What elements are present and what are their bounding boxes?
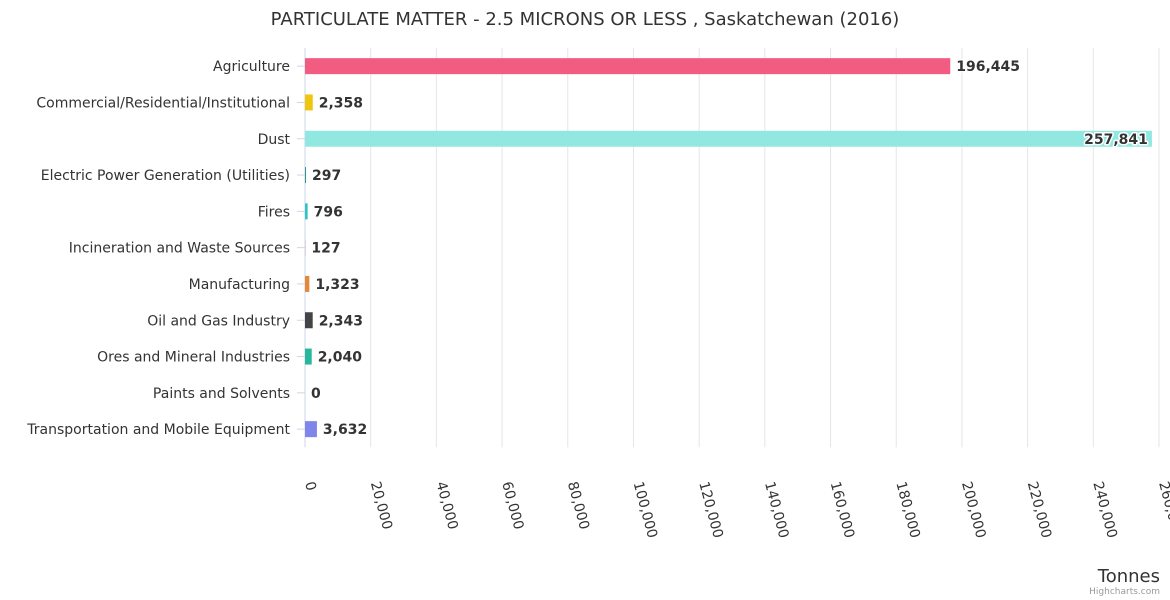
x-tick-label: 220,000 <box>1024 480 1054 540</box>
x-tick-label: 140,000 <box>761 480 791 540</box>
bar[interactable] <box>305 421 317 438</box>
data-label: 297 <box>312 168 341 184</box>
data-label: 2,343 <box>319 313 363 329</box>
data-labels: 196,445 2,358 257,841 297 796 127 1,323 2,343 2,… <box>310 58 1150 440</box>
x-tick-label: 20,000 <box>367 480 395 531</box>
category-label: Dust <box>258 132 291 148</box>
category-label: Commercial/Residential/Institutional <box>36 95 290 111</box>
category-label: Paints and Solvents <box>153 386 290 402</box>
data-label: 2,358 <box>319 95 363 111</box>
category-label: Oil and Gas Industry <box>147 313 290 329</box>
category-label: Electric Power Generation (Utilities) <box>41 168 290 184</box>
x-tick-label: 120,000 <box>695 480 725 540</box>
bar[interactable] <box>305 312 313 329</box>
data-label: 0 <box>311 386 321 402</box>
chart-credit[interactable]: Highcharts.com <box>1089 587 1160 597</box>
data-label: 257,841 <box>1084 132 1148 148</box>
bar[interactable] <box>305 130 1152 147</box>
bar[interactable] <box>305 203 308 220</box>
x-axis-ticks: 0 20,000 40,000 60,000 80,000 100,000 120,000 1… <box>301 480 1170 540</box>
category-label: Transportation and Mobile Equipment <box>26 422 290 438</box>
bar[interactable] <box>305 94 313 111</box>
x-tick-label: 100,000 <box>630 480 660 540</box>
bar[interactable] <box>305 167 306 184</box>
data-label: 2,040 <box>318 350 363 366</box>
gridlines <box>297 48 1160 448</box>
bar[interactable] <box>305 275 310 292</box>
bar[interactable] <box>305 348 312 365</box>
bar[interactable] <box>305 58 951 75</box>
data-label: 127 <box>311 241 340 257</box>
data-label: 196,445 <box>956 59 1020 75</box>
x-tick-label: 40,000 <box>433 480 461 531</box>
x-tick-label: 180,000 <box>892 480 922 540</box>
x-tick-label: 260,000 <box>1155 480 1170 540</box>
bar-series <box>305 58 1152 438</box>
x-tick-label: 60,000 <box>498 480 526 531</box>
category-label: Agriculture <box>213 59 290 75</box>
category-labels: Agriculture Commercial/Residential/Instit… <box>26 59 290 438</box>
category-label: Manufacturing <box>189 277 290 293</box>
x-tick-label: 200,000 <box>958 480 988 540</box>
data-label: 3,632 <box>323 422 367 438</box>
category-label: Ores and Mineral Industries <box>97 350 290 366</box>
data-label: 1,323 <box>315 277 359 293</box>
x-tick-label: 80,000 <box>564 480 592 531</box>
x-axis-title: Tonnes <box>1097 566 1160 587</box>
x-tick-label: 160,000 <box>827 480 857 540</box>
chart-title: PARTICULATE MATTER - 2.5 MICRONS OR LESS… <box>271 9 900 30</box>
category-label: Incineration and Waste Sources <box>69 241 290 257</box>
category-label: Fires <box>258 204 290 220</box>
x-tick-label: 0 <box>301 480 319 493</box>
data-label: 796 <box>314 204 343 220</box>
x-tick-label: 240,000 <box>1089 480 1119 540</box>
